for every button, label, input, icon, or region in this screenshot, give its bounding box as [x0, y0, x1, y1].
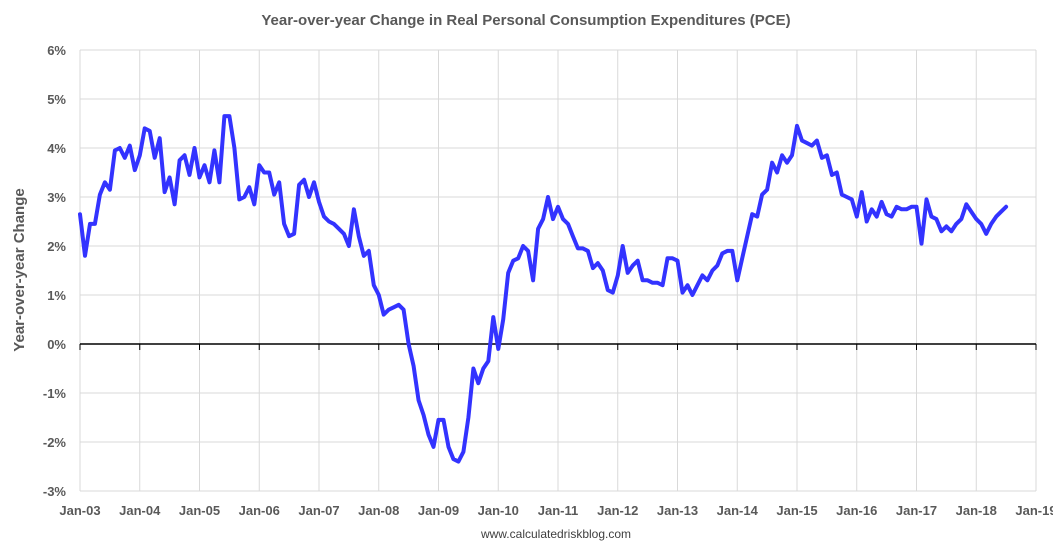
chart-title: Year-over-year Change in Real Personal C…: [261, 12, 790, 29]
x-tick-label: Jan-08: [358, 503, 399, 518]
x-tick-label: Jan-04: [119, 503, 161, 518]
y-tick-labels: -3% -2% -1% 0% 1% 2% 3% 4% 5% 6%: [43, 43, 67, 499]
x-tick-label: Jan-15: [776, 503, 817, 518]
x-tick-label: Jan-18: [956, 503, 997, 518]
source-credit: www.calculatedriskblog.com: [480, 527, 631, 541]
x-tick-label: Jan-17: [896, 503, 937, 518]
x-tick-label: Jan-03: [59, 503, 100, 518]
y-tick-label: 2%: [47, 239, 66, 254]
y-tick-label: 0%: [47, 337, 66, 352]
y-tick-label: -1%: [43, 386, 67, 401]
x-tick-label: Jan-07: [298, 503, 339, 518]
x-tick-label: Jan-19: [1015, 503, 1053, 518]
y-tick-label: -2%: [43, 435, 67, 450]
x-tick-label: Jan-09: [418, 503, 459, 518]
x-tick-labels: Jan-03 Jan-04 Jan-05 Jan-06 Jan-07 Jan-08 Jan-…: [59, 503, 1053, 518]
y-tick-label: 1%: [47, 288, 66, 303]
y-tick-label: -3%: [43, 484, 67, 499]
x-tick-label: Jan-11: [538, 503, 578, 518]
series-line-0: [78, 114, 1009, 464]
y-axis-label: Year-over-year Change: [11, 188, 28, 351]
x-tick-label: Jan-10: [478, 503, 519, 518]
x-tick-label: Jan-13: [657, 503, 698, 518]
x-tick-label: Jan-12: [597, 503, 638, 518]
y-tick-label: 4%: [47, 141, 66, 156]
y-tick-label: 5%: [47, 92, 66, 107]
x-tick-label: Jan-14: [717, 503, 759, 518]
series-layer: [78, 114, 1009, 464]
x-tick-label: Jan-06: [239, 503, 280, 518]
x-tick-label: Jan-05: [179, 503, 220, 518]
y-tick-label: 6%: [47, 43, 66, 58]
y-tick-label: 3%: [47, 190, 66, 205]
x-tick-label: Jan-16: [836, 503, 877, 518]
